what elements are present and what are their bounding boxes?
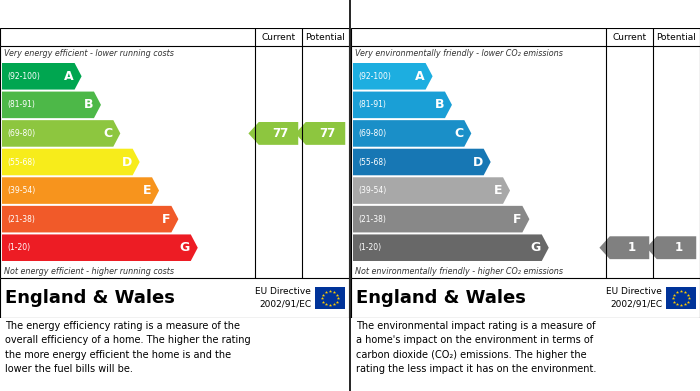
Bar <box>315 287 345 309</box>
Text: F: F <box>162 213 170 226</box>
Text: The energy efficiency rating is a measure of the
overall efficiency of a home. T: The energy efficiency rating is a measur… <box>5 321 251 374</box>
Text: (81-91): (81-91) <box>358 100 386 109</box>
Text: B: B <box>83 99 93 111</box>
Text: (55-68): (55-68) <box>358 158 386 167</box>
Polygon shape <box>353 63 433 90</box>
Text: (39-54): (39-54) <box>358 186 386 195</box>
Text: (55-68): (55-68) <box>7 158 35 167</box>
Text: (21-38): (21-38) <box>7 215 35 224</box>
Polygon shape <box>2 120 120 147</box>
Text: G: G <box>531 241 541 254</box>
Polygon shape <box>353 235 549 261</box>
Text: England & Wales: England & Wales <box>5 289 175 307</box>
Text: The environmental impact rating is a measure of
a home's impact on the environme: The environmental impact rating is a mea… <box>356 321 596 374</box>
Text: (92-100): (92-100) <box>358 72 391 81</box>
Polygon shape <box>2 206 178 232</box>
Text: F: F <box>513 213 522 226</box>
Polygon shape <box>2 63 82 90</box>
Polygon shape <box>353 149 491 175</box>
Text: A: A <box>64 70 74 83</box>
Text: (69-80): (69-80) <box>358 129 386 138</box>
Text: 1: 1 <box>627 241 636 254</box>
Text: C: C <box>454 127 463 140</box>
Text: Very environmentally friendly - lower CO₂ emissions: Very environmentally friendly - lower CO… <box>355 50 563 59</box>
Text: (1-20): (1-20) <box>7 243 30 252</box>
Text: (39-54): (39-54) <box>7 186 35 195</box>
Text: Energy Efficiency Rating: Energy Efficiency Rating <box>6 7 190 20</box>
Text: Potential: Potential <box>306 32 345 41</box>
Text: 77: 77 <box>319 127 335 140</box>
Text: Current: Current <box>612 32 647 41</box>
Polygon shape <box>295 122 345 145</box>
Text: Current: Current <box>261 32 295 41</box>
Text: A: A <box>415 70 425 83</box>
Text: D: D <box>473 156 483 169</box>
Text: (92-100): (92-100) <box>7 72 40 81</box>
Polygon shape <box>2 91 101 118</box>
Polygon shape <box>2 177 159 204</box>
Polygon shape <box>2 235 198 261</box>
Text: Not energy efficient - higher running costs: Not energy efficient - higher running co… <box>4 267 174 276</box>
Text: (81-91): (81-91) <box>7 100 35 109</box>
Polygon shape <box>353 120 471 147</box>
Text: E: E <box>143 184 151 197</box>
Text: England & Wales: England & Wales <box>356 289 526 307</box>
Text: EU Directive
2002/91/EC: EU Directive 2002/91/EC <box>606 287 662 309</box>
Polygon shape <box>646 236 696 259</box>
Text: 77: 77 <box>272 127 288 140</box>
Text: (69-80): (69-80) <box>7 129 35 138</box>
Text: EU Directive
2002/91/EC: EU Directive 2002/91/EC <box>255 287 311 309</box>
Text: Environmental Impact (CO₂) Rating: Environmental Impact (CO₂) Rating <box>357 7 619 20</box>
Polygon shape <box>353 91 452 118</box>
Text: (21-38): (21-38) <box>358 215 386 224</box>
Text: G: G <box>179 241 190 254</box>
Text: 1: 1 <box>674 241 682 254</box>
Text: B: B <box>435 99 444 111</box>
Polygon shape <box>248 122 298 145</box>
Polygon shape <box>353 206 529 232</box>
Text: (1-20): (1-20) <box>358 243 381 252</box>
Polygon shape <box>599 236 649 259</box>
Polygon shape <box>353 177 510 204</box>
Text: C: C <box>103 127 112 140</box>
Text: Very energy efficient - lower running costs: Very energy efficient - lower running co… <box>4 50 174 59</box>
Text: D: D <box>121 156 132 169</box>
Bar <box>666 287 696 309</box>
Text: Potential: Potential <box>657 32 696 41</box>
Polygon shape <box>2 149 140 175</box>
Text: Not environmentally friendly - higher CO₂ emissions: Not environmentally friendly - higher CO… <box>355 267 563 276</box>
Text: E: E <box>494 184 502 197</box>
